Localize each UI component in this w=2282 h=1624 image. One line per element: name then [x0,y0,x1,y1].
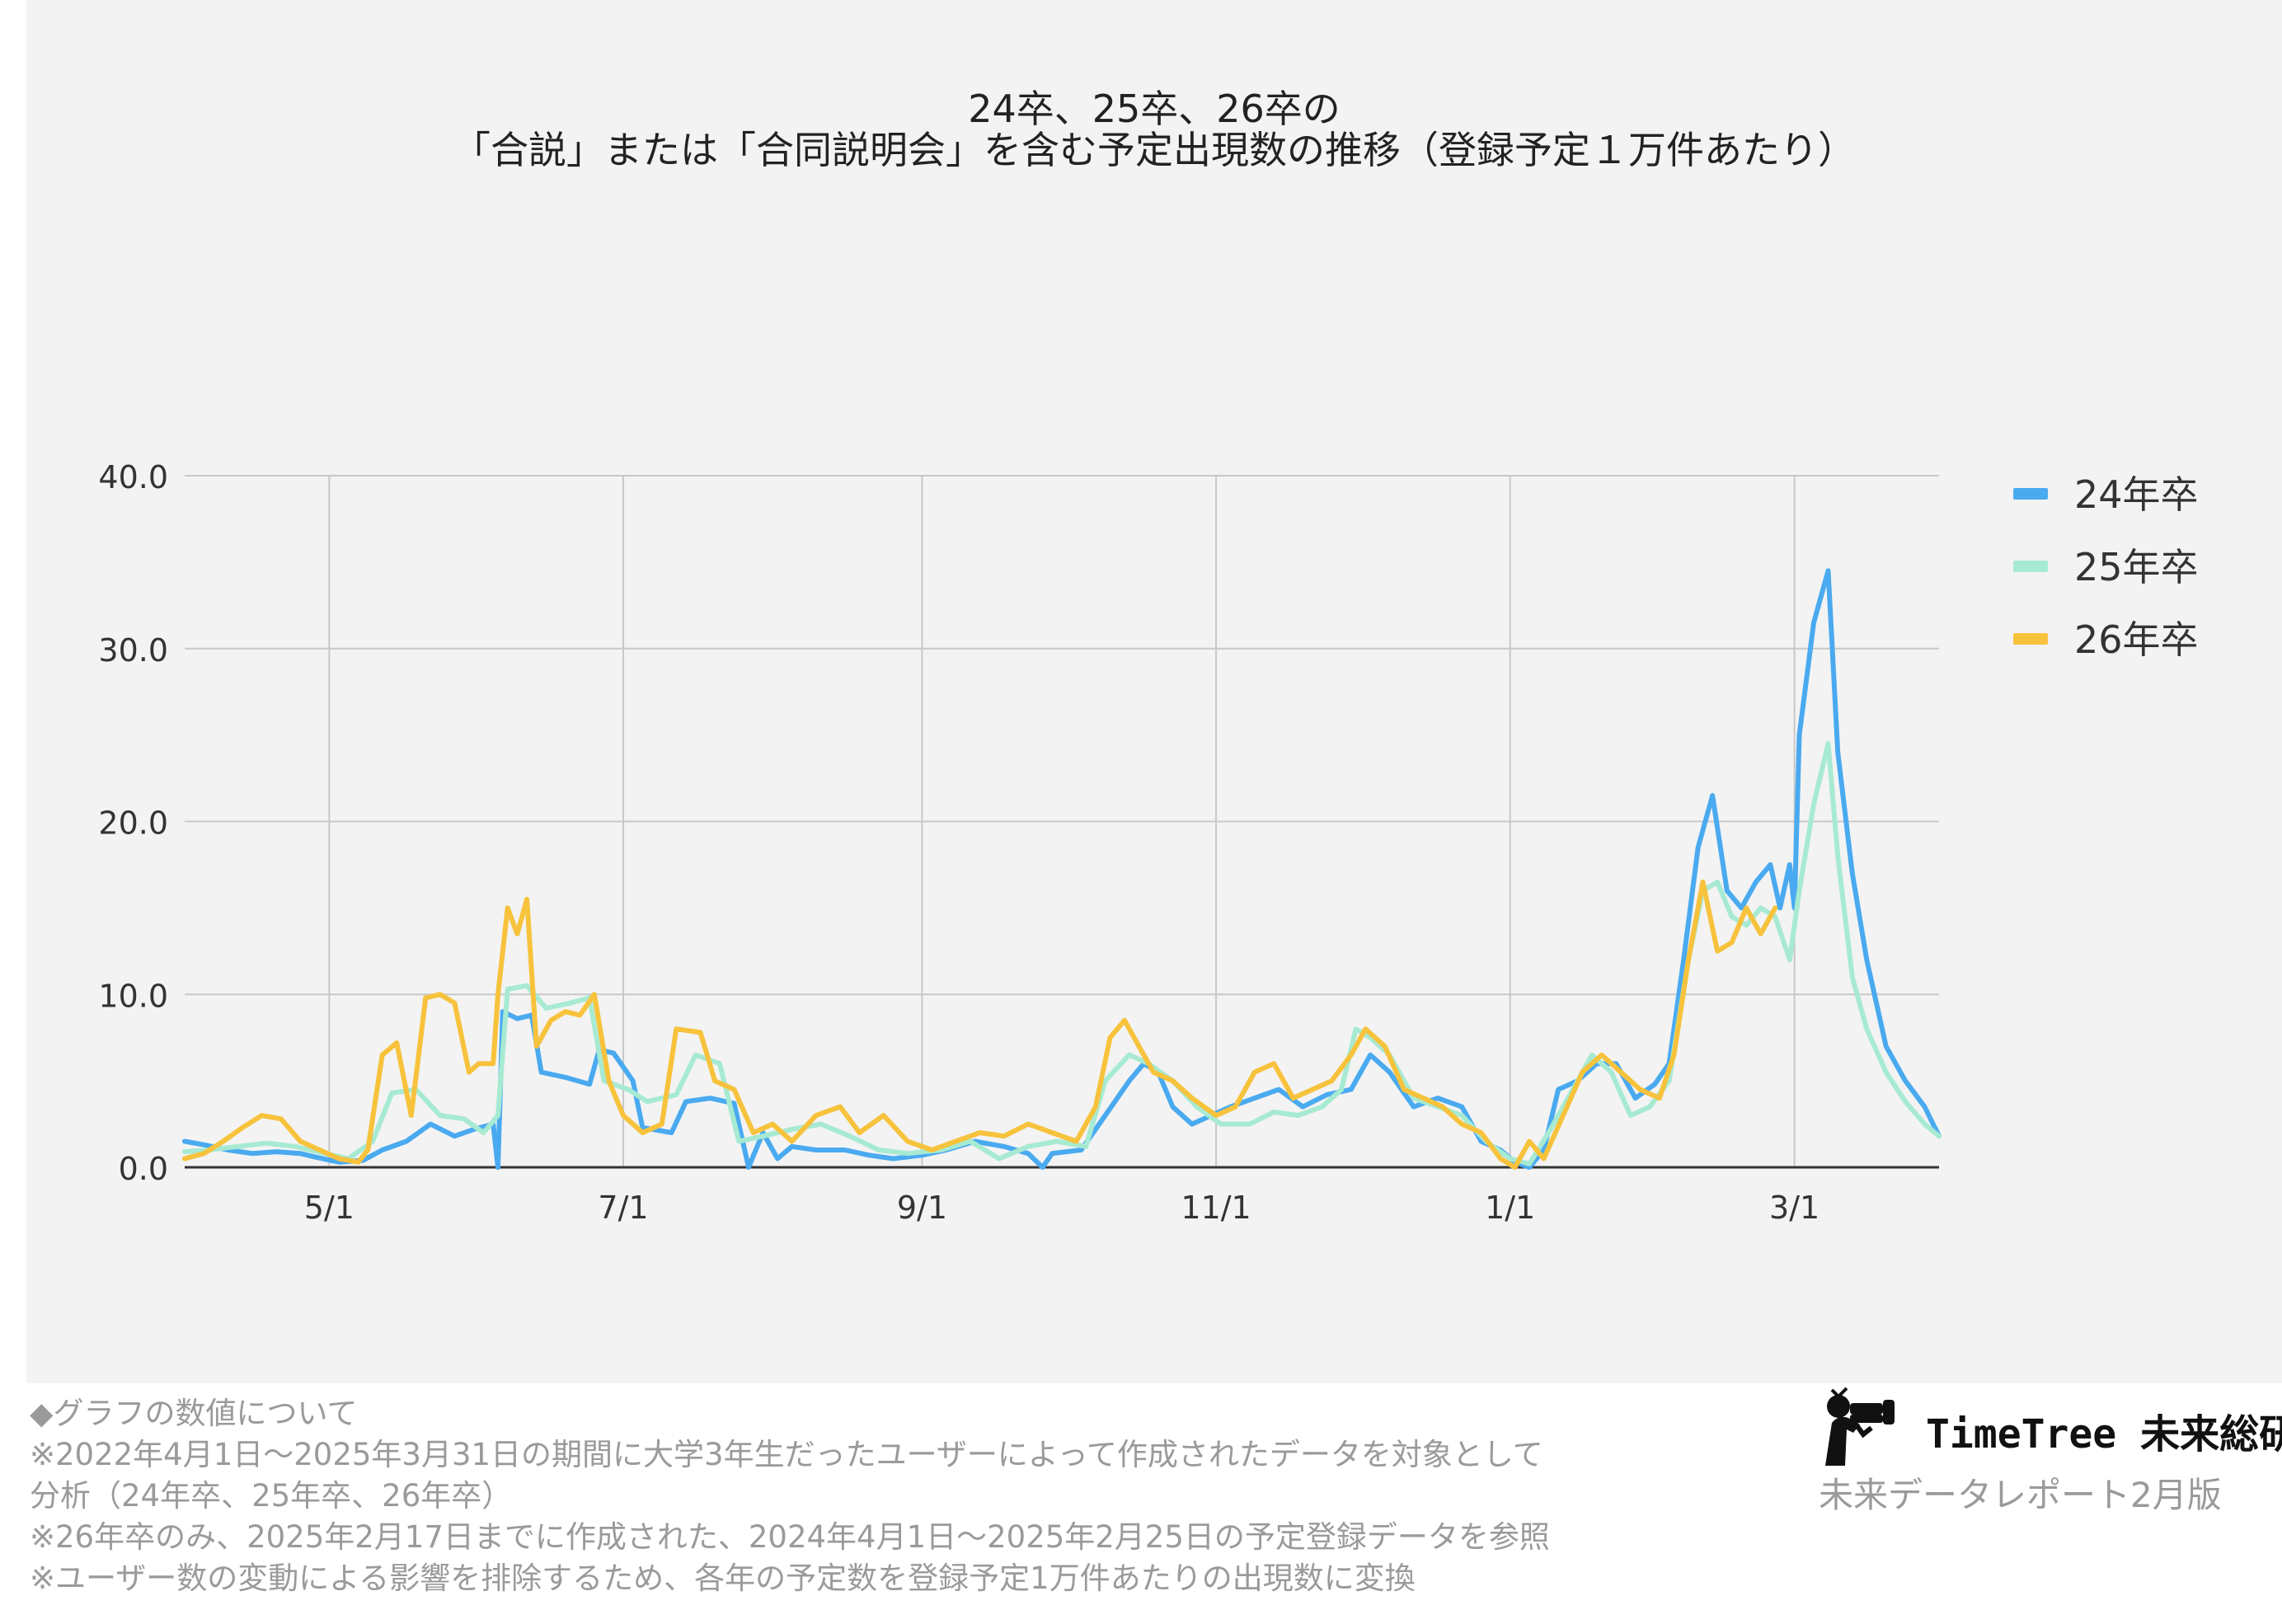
person-with-binoculars-icon [1825,1387,1895,1466]
x-tick-label: 3/1 [1769,1190,1819,1226]
note-line-1: ※2022年4月1日〜2025年3月31日の期間に大学3年生だったユーザーによっ… [30,1437,1543,1472]
series-line-25年卒 [182,741,1942,1166]
notes-section: ◆グラフの数値について ※2022年4月1日〜2025年3月31日の期間に大学3… [30,1393,1794,1599]
note-heading: ◆グラフの数値について [30,1396,358,1431]
brand-block: TimeTree 未来総研 未来データレポート2月版 [1814,1385,2282,1515]
legend-swatch-26 [2013,633,2048,645]
brand-logo-text: TimeTree 未来総研 [1926,1411,2282,1457]
legend-label-25: 25年卒 [2074,545,2199,589]
y-tick-label: 30.0 [98,632,168,669]
y-tick-label: 20.0 [98,805,168,842]
chart-title-line-1: 24卒、25卒、26卒の [968,87,1341,131]
x-tick-label: 1/1 [1485,1190,1535,1226]
legend-swatch-25 [2013,561,2048,572]
x-tick-label: 9/1 [897,1190,947,1226]
y-tick-label: 0.0 [119,1151,168,1187]
series-line-26年卒 [182,879,1778,1170]
line-chart: 0.0 10.0 20.0 30.0 40.0 5/1 7/1 9/1 11/1 1/1 3/1 [98,459,1942,1226]
note-line-3: ※26年卒のみ、2025年2月17日までに作成された、2024年4月1日〜202… [30,1519,1550,1555]
note-line-4: ※ユーザー数の変動による影響を排除するため、各年の予定数を登録予定1万件あたりの… [30,1561,1416,1596]
chart-panel: 0.0 10.0 20.0 30.0 40.0 5/1 7/1 9/1 11/1 1/1 3/1 2… [26,0,2282,1383]
brand-subtitle: 未来データレポート2月版 [1819,1475,2222,1515]
x-tick-label: 11/1 [1181,1190,1251,1226]
y-tick-label: 40.0 [98,459,168,495]
series-line-24年卒 [182,568,1942,1170]
legend-swatch-24 [2013,488,2048,500]
x-tick-label: 5/1 [304,1190,355,1226]
legend-label-24: 24年卒 [2074,472,2199,517]
note-line-2: 分析（24年卒、25年卒、26年卒） [30,1478,513,1514]
legend-label-26: 26年卒 [2074,617,2199,662]
chart-title-line-2: 「合説」または「合同説明会」を含む予定出現数の推移（登録予定１万件あたり） [453,128,1856,172]
y-tick-label: 10.0 [98,978,168,1014]
x-tick-label: 7/1 [598,1190,648,1226]
